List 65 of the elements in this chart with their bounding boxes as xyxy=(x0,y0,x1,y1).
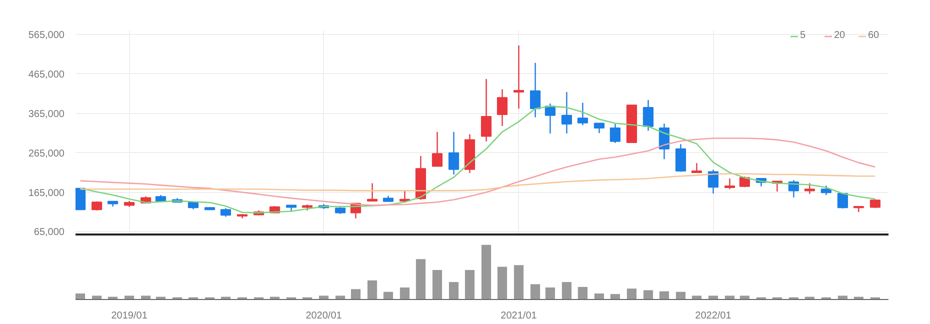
candlestick xyxy=(76,188,86,211)
candlestick xyxy=(432,131,443,167)
bar xyxy=(350,289,361,300)
bar xyxy=(838,296,848,300)
bar xyxy=(464,270,475,300)
bar xyxy=(692,296,702,300)
candlestick xyxy=(530,62,541,118)
bar xyxy=(383,292,394,300)
bar xyxy=(416,259,426,300)
bar xyxy=(740,296,750,300)
candlestick xyxy=(804,182,815,194)
bar xyxy=(562,282,572,300)
bar xyxy=(141,296,151,300)
bar xyxy=(76,293,86,300)
bar xyxy=(594,293,604,300)
bar xyxy=(481,244,492,300)
candlestick xyxy=(594,122,605,134)
x-tick-label: 2021/01 xyxy=(500,310,538,322)
bar xyxy=(578,286,588,300)
x-tick-label: 2022/01 xyxy=(695,310,732,322)
candlestick xyxy=(610,123,620,144)
x-tick-label: 2019/01 xyxy=(111,310,148,322)
candlestick xyxy=(561,91,572,134)
bar xyxy=(659,291,669,300)
candlestick xyxy=(496,88,508,127)
candlestick xyxy=(691,162,702,174)
candlestick xyxy=(513,44,524,110)
bar xyxy=(626,288,636,300)
bar xyxy=(610,294,620,300)
candlestick xyxy=(448,131,460,176)
bar xyxy=(643,290,654,300)
bar xyxy=(530,284,540,300)
candlestick xyxy=(366,182,378,202)
candlestick xyxy=(577,102,588,126)
legend-label: 5 xyxy=(800,30,807,41)
bar xyxy=(724,296,735,300)
bar xyxy=(676,292,686,300)
bar xyxy=(367,280,378,300)
bar xyxy=(318,296,329,300)
bar xyxy=(92,296,102,300)
candlestick xyxy=(675,144,686,172)
y-tick-label: 365,000 xyxy=(28,108,65,120)
candlestick xyxy=(837,192,848,210)
bar xyxy=(708,296,718,300)
bar xyxy=(432,270,442,300)
candlestick xyxy=(642,99,654,132)
bar xyxy=(400,287,410,300)
candlestick xyxy=(820,184,832,196)
legend-label: 60 xyxy=(868,30,880,41)
bar xyxy=(124,296,134,300)
bar xyxy=(545,287,555,300)
candlestick xyxy=(480,78,492,142)
y-tick-label: 65,000 xyxy=(34,227,65,238)
bar xyxy=(497,266,508,300)
x-tick-label: 2020/01 xyxy=(306,310,342,322)
legend-label: 20 xyxy=(834,30,846,41)
candlestick xyxy=(708,169,719,194)
y-tick-label: 565,000 xyxy=(28,30,65,41)
bar xyxy=(335,296,346,300)
y-tick-label: 465,000 xyxy=(28,69,65,80)
bar xyxy=(448,282,459,300)
y-tick-label: 165,000 xyxy=(28,188,65,199)
candlestick xyxy=(724,178,736,190)
bar xyxy=(514,265,524,300)
y-tick-label: 265,000 xyxy=(28,148,65,160)
